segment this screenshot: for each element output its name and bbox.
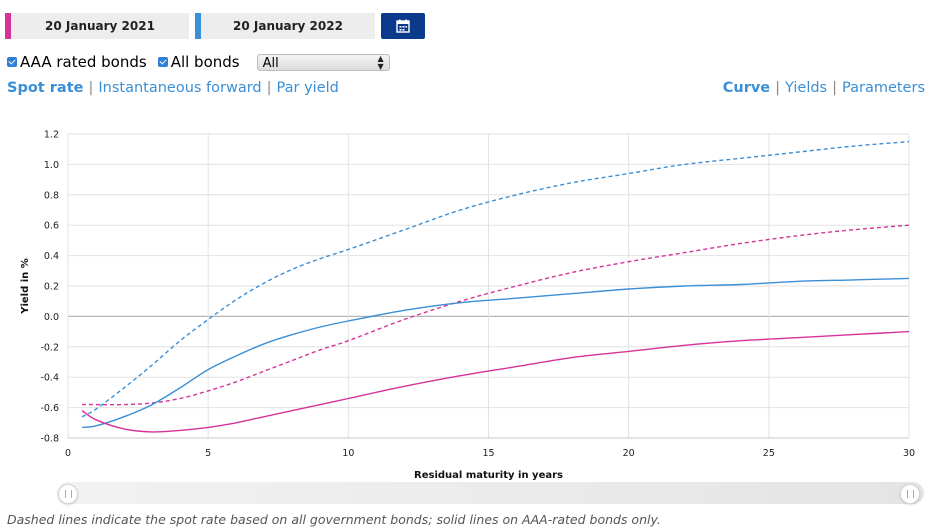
select-arrows-icon: ▲ ▼ bbox=[377, 53, 384, 71]
start-date-label: 20 January 2021 bbox=[45, 19, 155, 33]
bond-type-select[interactable]: All ▲ ▼ bbox=[256, 53, 390, 71]
bond-filters: AAA rated bonds All bonds All ▲ ▼ bbox=[7, 51, 390, 73]
start-date-color-marker bbox=[5, 13, 11, 39]
start-date-field[interactable]: 20 January 2021 bbox=[5, 13, 189, 39]
y-tick-label: 0.8 bbox=[44, 190, 59, 201]
x-tick-label: 0 bbox=[65, 448, 71, 459]
tab-curve[interactable]: Curve bbox=[722, 80, 771, 96]
maturity-range-slider[interactable] bbox=[57, 482, 924, 504]
all-bonds-label: All bonds bbox=[170, 53, 240, 71]
y-tick-label: 1.0 bbox=[44, 160, 59, 171]
y-tick-label: -0.8 bbox=[40, 434, 59, 445]
yield-curve-chart: -0.8 -0.6 -0.4 -0.2 0.0 0.2 0.4 0.6 0.8 1.0 1.2 0 5 1… bbox=[20, 130, 915, 482]
y-tick-label: 0.2 bbox=[44, 282, 59, 293]
x-tick-label: 25 bbox=[763, 448, 775, 459]
tab-yields[interactable]: Yields bbox=[785, 80, 828, 96]
separator: | bbox=[775, 80, 781, 96]
separator: | bbox=[266, 80, 272, 96]
x-tick-label: 30 bbox=[903, 448, 915, 459]
bond-type-select-value: All bbox=[262, 55, 279, 71]
calendar-icon bbox=[396, 19, 410, 33]
tab-parameters[interactable]: Parameters bbox=[842, 80, 925, 96]
y-axis-title: Yield in % bbox=[20, 258, 31, 315]
y-tick-label: 0.0 bbox=[44, 312, 59, 323]
tab-instantaneous-forward[interactable]: Instantaneous forward bbox=[98, 80, 262, 96]
series-line-all-bonds-start-date bbox=[82, 224, 910, 406]
end-date-color-marker bbox=[195, 13, 201, 39]
y-tick-label: -0.4 bbox=[40, 373, 59, 384]
end-date-label: 20 January 2022 bbox=[233, 19, 343, 33]
y-tick-label: 0.6 bbox=[44, 221, 59, 232]
series-line-aaa-bonds-start-date bbox=[81, 330, 910, 433]
separator: | bbox=[832, 80, 837, 96]
y-tick-label: 0.4 bbox=[44, 251, 59, 262]
curve-type-tabs: Spot rate | Instantaneous forward | Par yiel… bbox=[7, 80, 339, 96]
separator: | bbox=[88, 80, 94, 96]
x-tick-label: 10 bbox=[342, 448, 354, 459]
tab-par-yield[interactable]: Par yield bbox=[276, 80, 339, 96]
tab-spot-rate[interactable]: Spot rate bbox=[7, 80, 84, 96]
range-slider-right-handle[interactable] bbox=[900, 484, 920, 504]
y-tick-label: 1.2 bbox=[44, 130, 59, 141]
y-tick-label: -0.6 bbox=[40, 403, 59, 414]
x-tick-label: 5 bbox=[205, 448, 211, 459]
x-tick-label: 20 bbox=[623, 448, 635, 459]
range-slider-left-handle[interactable] bbox=[58, 484, 78, 504]
all-bonds-checkbox[interactable] bbox=[157, 57, 168, 67]
view-tabs: Curve | Yields | Parameters bbox=[723, 80, 925, 96]
x-tick-label: 15 bbox=[482, 448, 494, 459]
y-tick-label: -0.2 bbox=[40, 342, 59, 353]
end-date-field[interactable]: 20 January 2022 bbox=[195, 13, 375, 39]
aaa-bonds-checkbox[interactable] bbox=[7, 57, 17, 67]
series-line-aaa-bonds-end-date bbox=[81, 277, 910, 429]
chart-footnote: Dashed lines indicate the spot rate base… bbox=[7, 512, 661, 527]
series-line-all-bonds-end-date bbox=[81, 140, 910, 418]
x-axis-title: Residual maturity in years bbox=[414, 470, 563, 481]
calendar-button[interactable] bbox=[381, 13, 425, 39]
aaa-bonds-label: AAA rated bonds bbox=[20, 53, 147, 71]
